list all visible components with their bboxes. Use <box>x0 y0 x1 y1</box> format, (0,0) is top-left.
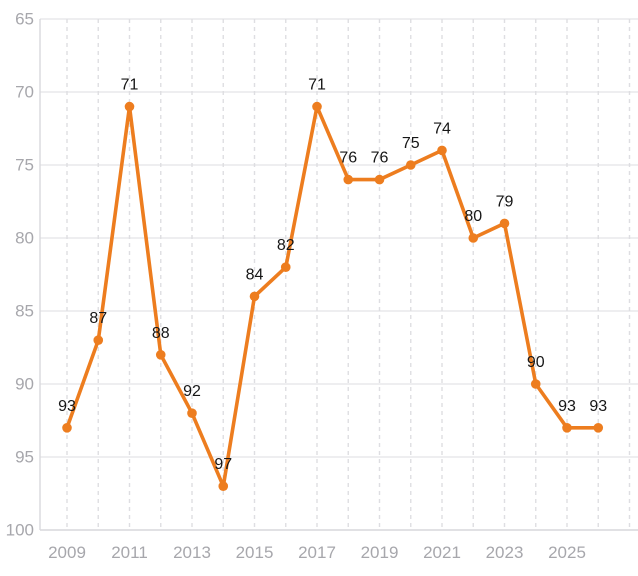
data-point-label: 80 <box>464 208 482 225</box>
y-tick-label: 100 <box>6 521 34 540</box>
data-point-label: 76 <box>371 150 389 167</box>
data-point-label: 82 <box>277 237 295 254</box>
y-tick-label: 80 <box>15 229 34 248</box>
y-tick-label: 75 <box>15 156 34 175</box>
data-point-label: 79 <box>496 193 514 210</box>
x-tick-label: 2021 <box>423 543 461 562</box>
data-point-label: 71 <box>308 77 326 94</box>
data-point-label: 88 <box>152 325 170 342</box>
data-point-marker <box>249 291 260 302</box>
data-point-marker <box>374 174 385 185</box>
data-point-label: 76 <box>339 150 357 167</box>
data-point-label: 84 <box>246 266 264 283</box>
data-point-label: 93 <box>558 398 576 415</box>
y-tick-label: 90 <box>15 375 34 394</box>
data-point-label: 87 <box>89 310 107 327</box>
x-tick-label: 2025 <box>548 543 586 562</box>
data-point-marker <box>62 423 72 433</box>
data-point-marker <box>280 262 291 273</box>
x-tick-label: 2017 <box>298 543 336 562</box>
data-point-marker <box>405 160 416 170</box>
data-point-marker <box>468 233 479 243</box>
data-point-marker <box>437 145 447 156</box>
y-tick-label: 70 <box>15 83 34 102</box>
data-point-marker <box>155 350 166 360</box>
data-point-marker <box>218 481 229 492</box>
data-point-marker <box>562 423 572 433</box>
data-point-marker <box>93 335 104 346</box>
x-tick-label: 2009 <box>48 543 86 562</box>
data-point-label: 90 <box>527 354 545 371</box>
data-point-label: 75 <box>402 135 420 152</box>
x-tick-label: 2015 <box>236 543 274 562</box>
data-point-label: 71 <box>121 77 139 94</box>
x-tick-label: 2019 <box>361 543 399 562</box>
data-point-marker <box>124 101 135 112</box>
data-point-marker <box>187 408 197 419</box>
data-point-marker <box>343 174 354 185</box>
x-tick-label: 2013 <box>173 543 211 562</box>
data-point-label: 92 <box>183 383 201 400</box>
data-point-marker <box>593 423 604 433</box>
y-tick-label: 95 <box>15 448 34 467</box>
x-tick-label: 2011 <box>111 543 148 562</box>
data-point-marker <box>530 379 541 389</box>
data-point-label: 97 <box>214 456 232 473</box>
data-point-label: 74 <box>433 120 451 137</box>
y-tick-label: 85 <box>15 302 34 321</box>
data-point-label: 93 <box>58 398 76 415</box>
y-tick-label: 65 <box>15 10 34 29</box>
data-point-label: 93 <box>589 398 607 415</box>
x-tick-label: 2023 <box>486 543 524 562</box>
data-point-marker <box>499 218 510 229</box>
data-line <box>65 104 601 489</box>
data-point-marker <box>312 101 322 112</box>
